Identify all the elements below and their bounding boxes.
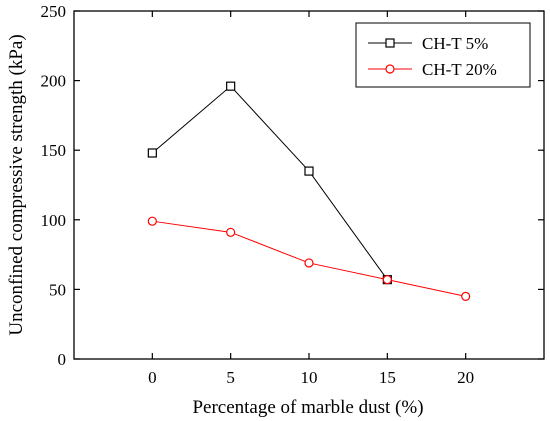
y-axis-title: Unconfined compressive strength (kPa) <box>6 34 27 335</box>
y-tick-label: 0 <box>58 350 67 369</box>
y-tick-label: 250 <box>41 2 67 21</box>
data-point <box>382 275 392 285</box>
x-tick-label: 15 <box>379 368 396 387</box>
legend-label: CH-T 20% <box>422 60 497 79</box>
y-tick-label: 150 <box>41 141 67 160</box>
y-tick-label: 100 <box>41 211 67 230</box>
series-line-1 <box>152 85 388 280</box>
data-point <box>461 291 471 301</box>
legend-label: CH-T 5% <box>422 34 488 53</box>
data-point <box>304 258 314 268</box>
x-tick-label: 20 <box>457 368 474 387</box>
legend-marker <box>385 64 395 74</box>
series-layer <box>147 81 471 301</box>
series-2 <box>147 216 471 301</box>
data-point <box>226 227 236 237</box>
y-tick-label: 200 <box>41 72 67 91</box>
legend-marker <box>385 38 395 48</box>
legend: CH-T 5% CH-T 20% <box>355 22 531 88</box>
x-tick-label: 10 <box>301 368 318 387</box>
data-point <box>147 148 157 158</box>
y-tick-label: 50 <box>49 280 66 299</box>
data-point <box>147 216 157 226</box>
x-tick-label: 0 <box>148 368 157 387</box>
x-tick-label: 5 <box>226 368 235 387</box>
data-point <box>304 166 314 176</box>
x-axis-title: Percentage of marble dust (%) <box>192 397 423 418</box>
data-point <box>226 81 236 91</box>
legend-box <box>355 22 531 88</box>
series-1 <box>147 81 392 285</box>
